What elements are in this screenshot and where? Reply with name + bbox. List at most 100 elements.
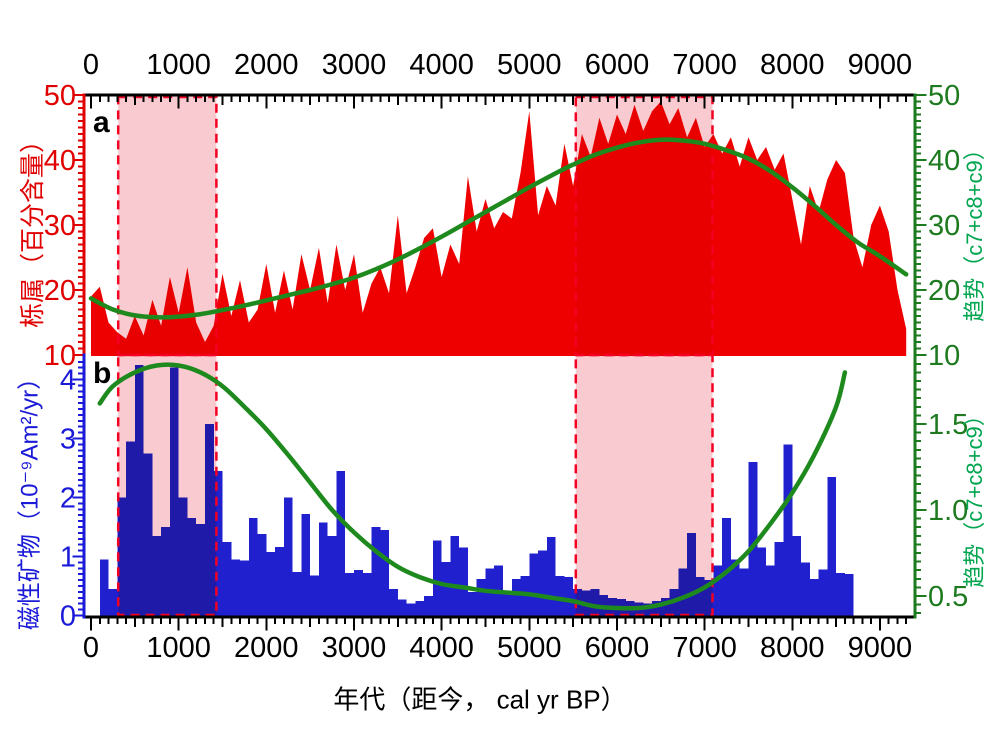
bar <box>231 559 241 616</box>
highlight-region-fill-b <box>575 355 713 616</box>
panel-a-y-ticks <box>72 94 927 356</box>
top-tick-label: 3000 <box>322 49 387 81</box>
panel-b-y-tick-labels: 4 3 2 1 0 1.5 1.0 0.5 <box>60 365 968 633</box>
bottom-tick-label: 2000 <box>234 632 299 664</box>
bar <box>424 596 433 616</box>
bar <box>415 600 425 616</box>
bar <box>529 553 539 616</box>
bar <box>441 561 451 616</box>
panel-a-right-tick-label: 20 <box>928 275 960 307</box>
bar <box>555 576 565 616</box>
bottom-tick-label: 5000 <box>497 632 562 664</box>
highlight-region-border-b <box>116 353 218 617</box>
panel-a-right-tick-label: 50 <box>928 80 960 112</box>
bar <box>389 589 398 616</box>
panel-a-left-tick-label: 50 <box>44 80 76 112</box>
bar <box>354 570 363 616</box>
top-tick-label: 0 <box>83 49 99 81</box>
bar <box>774 541 784 616</box>
bar <box>266 551 276 616</box>
panel-b-right-tick-label: 1.0 <box>928 495 968 527</box>
top-tick-label: 5000 <box>497 49 562 81</box>
top-tick-label: 7000 <box>672 49 737 81</box>
bar <box>450 535 460 616</box>
top-tick-label: 1000 <box>146 49 211 81</box>
panel-a-left-tick-label: 30 <box>44 210 76 242</box>
bar <box>459 547 468 616</box>
bar <box>476 578 486 616</box>
bar <box>538 550 547 616</box>
bar <box>371 527 381 616</box>
bar <box>564 577 574 616</box>
highlight-region-border-b <box>574 353 714 617</box>
bar <box>240 560 249 616</box>
x-axis-tick-labels: 0 0 1000 1000 2000 2000 3000 3000 4000 4000 5000 50… <box>83 49 912 664</box>
bar <box>310 575 319 616</box>
bar <box>809 578 819 616</box>
axes <box>82 93 917 619</box>
trend-line-panel-b <box>97 362 848 611</box>
bar <box>766 565 775 616</box>
bar <box>503 591 512 616</box>
bar <box>757 547 766 616</box>
bar <box>318 522 328 616</box>
panel-b-left-tick-label: 4 <box>60 365 76 397</box>
panel-b-left-tick-label: 3 <box>60 424 76 456</box>
bar <box>397 599 407 616</box>
bar <box>722 518 731 616</box>
bar <box>730 559 740 616</box>
bar <box>783 444 793 616</box>
highlight-region-fill-a <box>575 96 713 355</box>
bottom-tick-label: 4000 <box>409 632 474 664</box>
panel-b-right-tick-label: 0.5 <box>928 581 968 613</box>
bar <box>345 573 354 616</box>
highlight-region-fill-b <box>118 355 217 616</box>
bar <box>792 535 802 616</box>
panel-b-left-tick-label: 2 <box>60 483 76 515</box>
panel-a-left-tick-label: 40 <box>44 145 76 177</box>
bar <box>222 541 232 616</box>
x-axis-ticks <box>90 96 908 631</box>
bar <box>546 537 556 616</box>
bar <box>818 569 828 616</box>
bar <box>836 573 845 616</box>
bar <box>432 540 442 616</box>
bar <box>292 571 302 616</box>
bar <box>748 462 758 616</box>
bar <box>108 589 118 616</box>
bottom-tick-label: 9000 <box>848 632 913 664</box>
panel-a-right-tick-label: 10 <box>928 340 960 372</box>
bar <box>327 535 337 616</box>
bar <box>257 534 267 616</box>
top-tick-label: 6000 <box>585 49 650 81</box>
bar <box>406 603 416 616</box>
bottom-tick-label: 8000 <box>760 632 825 664</box>
bar <box>827 476 837 616</box>
panel-a-left-tick-label: 10 <box>44 340 76 372</box>
panel-a-right-tick-label: 30 <box>928 210 960 242</box>
panel-b-right-tick-label: 1.5 <box>928 409 968 441</box>
bar <box>213 470 223 616</box>
bar <box>336 470 346 616</box>
bar <box>283 497 293 616</box>
bar <box>301 514 311 616</box>
top-tick-label: 9000 <box>848 49 913 81</box>
panel-a-left-tick-label: 20 <box>44 275 76 307</box>
bar <box>511 578 521 616</box>
panel-b-left-tick-label: 0 <box>60 601 76 633</box>
bottom-tick-label: 1000 <box>146 632 211 664</box>
panel-a-right-tick-label: 40 <box>928 145 960 177</box>
panel-b-left-tick-label: 1 <box>60 542 76 574</box>
panel-a-y-tick-labels: 50 50 40 40 30 30 20 20 10 10 <box>44 80 961 372</box>
bar <box>467 591 477 616</box>
trend-line-panel-a <box>88 137 909 320</box>
bar <box>380 530 390 616</box>
bottom-tick-label: 3000 <box>322 632 387 664</box>
bar <box>275 547 284 616</box>
bottom-tick-label: 7000 <box>672 632 737 664</box>
bottom-tick-label: 0 <box>83 632 99 664</box>
bottom-tick-label: 6000 <box>585 632 650 664</box>
top-tick-label: 8000 <box>760 49 825 81</box>
